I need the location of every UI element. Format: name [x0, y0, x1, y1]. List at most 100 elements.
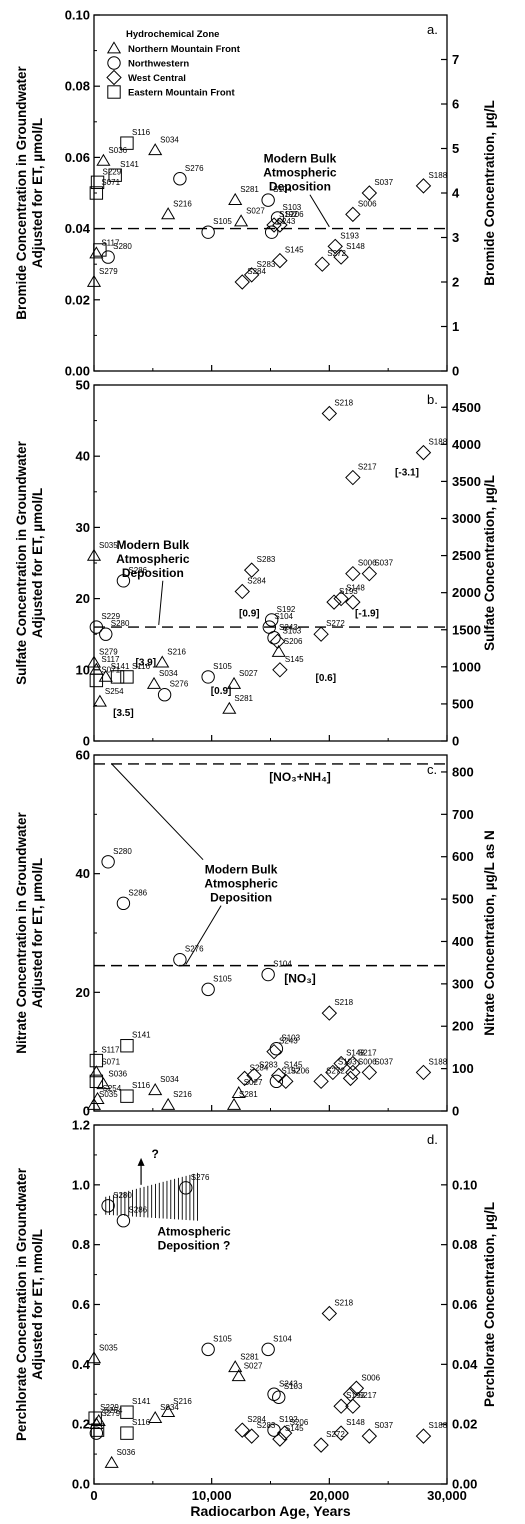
point-label: S145: [285, 246, 304, 255]
data-point: [148, 143, 163, 156]
point-label: S281: [240, 1352, 259, 1361]
point-label: S280: [113, 847, 132, 856]
data-point: [226, 676, 242, 689]
reference-line-label: [NO₃]: [284, 972, 316, 986]
data-point: [157, 688, 172, 702]
y2-tick-label: 6: [452, 97, 459, 112]
point-label: S281: [239, 1090, 258, 1099]
point-label: S218: [334, 998, 353, 1007]
data-point: [89, 1074, 104, 1089]
data-point: [272, 217, 288, 233]
data-point: [361, 185, 378, 201]
point-label: S027: [244, 1078, 263, 1087]
point-label: S284: [247, 267, 266, 276]
legend-circle-icon: [107, 56, 121, 70]
point-label: S283: [257, 260, 276, 269]
data-point: [86, 1351, 102, 1364]
y-tick-label: 50: [76, 378, 90, 393]
x-tick-label: 0: [90, 1488, 97, 1503]
data-point: [120, 1039, 134, 1053]
point-label: S286: [128, 566, 147, 575]
y2-tick-label: 1000: [452, 659, 481, 674]
point-label: S148: [346, 584, 365, 593]
y2-tick-label: 0: [452, 734, 459, 749]
annotation-text: Modern Bulk Atmospheric Deposition: [263, 152, 337, 194]
data-point: [269, 1074, 284, 1089]
data-point: [313, 1437, 329, 1453]
y2-tick-label: 500: [452, 892, 474, 907]
y-tick-label: 0: [83, 1104, 90, 1119]
data-point: [89, 673, 104, 688]
point-label: S148: [346, 242, 365, 251]
point-label: S034: [160, 1403, 179, 1412]
point-label: S216: [173, 1397, 192, 1406]
data-point: [345, 206, 361, 223]
data-point: [90, 175, 105, 190]
data-point: [234, 1422, 250, 1438]
y-tick-label: 0.6: [72, 1297, 90, 1312]
point-label: S284: [247, 576, 266, 585]
data-point: [173, 172, 187, 186]
data-point: [222, 701, 237, 714]
data-point: [110, 670, 125, 684]
annotation-leader: [185, 905, 222, 965]
data-point: [333, 249, 349, 265]
bracket-label: [-3.1]: [395, 467, 419, 478]
data-point: [325, 1064, 341, 1081]
y2-tick-label: 2: [452, 275, 459, 290]
data-point: [91, 1413, 106, 1427]
y-tick-label: 0.4: [72, 1357, 91, 1372]
y-axis-title: Bromide Concentration in GroundwaterAdju…: [14, 65, 45, 319]
point-label: S071: [101, 1057, 120, 1066]
point-label: S216: [173, 199, 192, 208]
y2-tick-label: 0.08: [452, 1237, 477, 1252]
point-label: S243: [279, 1379, 298, 1388]
point-label: S192: [277, 605, 296, 614]
data-point: [116, 1214, 131, 1228]
data-point: [146, 676, 162, 689]
point-label: S006: [358, 1057, 377, 1066]
panel-letter: d.: [427, 1132, 438, 1147]
y-tick-label: 0.10: [65, 8, 90, 23]
data-point: [313, 626, 329, 642]
data-point: [86, 1097, 102, 1110]
point-label: S188: [428, 1057, 447, 1066]
y2-tick-label: 800: [452, 764, 474, 779]
data-point: [99, 627, 113, 641]
point-label: S103: [284, 1382, 303, 1391]
plot-frame: [93, 754, 448, 1112]
point-label: S283: [259, 1060, 278, 1069]
point-label: S279: [99, 648, 118, 657]
data-point: [415, 178, 432, 194]
data-point: [326, 594, 342, 610]
data-point: [264, 225, 279, 239]
data-point: [246, 1067, 262, 1084]
point-label: S192: [279, 210, 298, 219]
y2-tick-label: 4: [452, 186, 460, 201]
data-point: [92, 694, 107, 707]
point-label: S188: [428, 1421, 447, 1430]
data-point: [264, 613, 279, 627]
data-point: [333, 1425, 349, 1441]
data-point: [272, 1431, 288, 1447]
data-point: [201, 225, 215, 239]
y2-tick-label: 0: [452, 364, 459, 379]
point-label: S145: [284, 1060, 303, 1069]
data-point: [120, 670, 134, 684]
data-point: [314, 256, 330, 272]
data-point: [278, 1073, 294, 1090]
data-point: [345, 594, 361, 610]
y-tick-label: 40: [76, 449, 90, 464]
data-point: [116, 896, 131, 911]
data-point: [321, 405, 338, 422]
panel-3: 02040600100200300400500600700800Nitrate …: [14, 748, 497, 1119]
data-point: [342, 1386, 359, 1402]
data-point: [361, 1428, 378, 1444]
point-label: S141: [111, 662, 130, 671]
y-tick-label: 0.8: [72, 1237, 90, 1252]
data-point: [236, 1070, 253, 1087]
legend-square-icon: [107, 85, 121, 99]
data-point: [345, 469, 361, 486]
data-point: [234, 583, 250, 600]
